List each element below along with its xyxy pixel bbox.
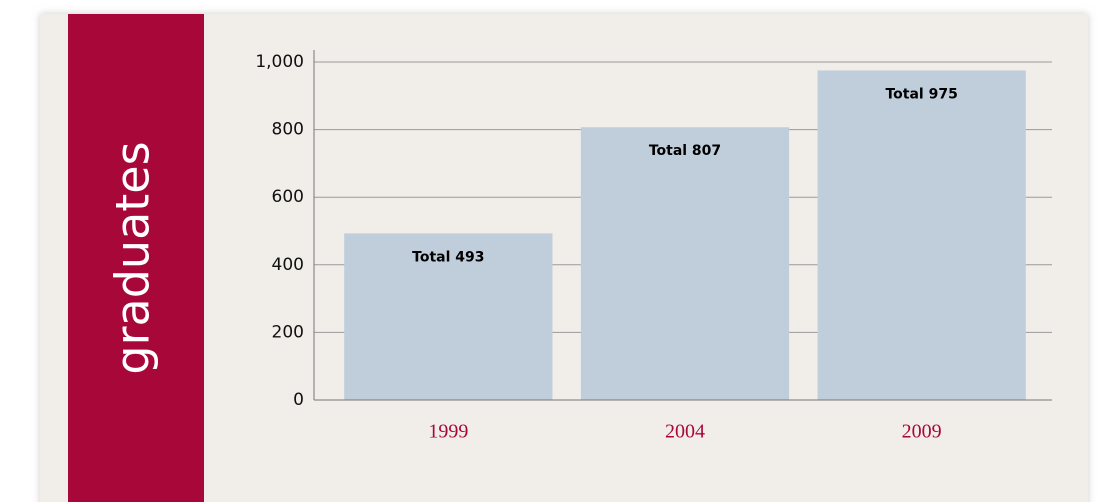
- y-tick-label: 1,000: [255, 52, 304, 72]
- x-tick-label: 2009: [902, 421, 942, 443]
- y-tick-label: 800: [272, 120, 304, 140]
- data-label: Total 975: [885, 86, 957, 102]
- x-tick-label: 2004: [665, 421, 705, 443]
- bar: [817, 70, 1026, 400]
- title-band: [68, 14, 204, 502]
- y-tick-label: 400: [272, 255, 304, 275]
- data-label: Total 493: [412, 249, 484, 265]
- y-tick-label: 0: [293, 390, 304, 410]
- bar: [580, 127, 790, 400]
- chart-title: graduates: [106, 141, 160, 374]
- x-tick-label: 1999: [428, 421, 468, 443]
- y-tick-label: 600: [272, 187, 304, 207]
- bar: [344, 233, 553, 400]
- data-label: Total 807: [649, 143, 721, 159]
- y-tick-label: 200: [272, 322, 304, 342]
